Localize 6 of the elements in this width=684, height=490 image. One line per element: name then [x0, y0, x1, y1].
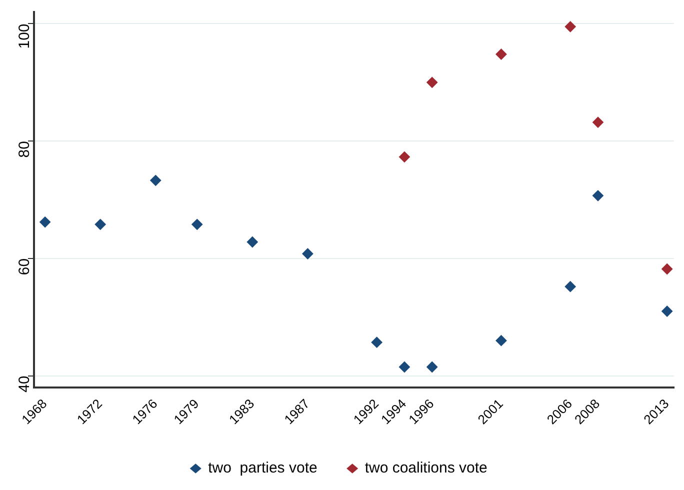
- legend-label: two coalitions vote: [364, 460, 488, 477]
- legend-label: two parties vote: [208, 460, 318, 477]
- y-tick-label: 80: [16, 141, 34, 158]
- y-tick-label: 100: [16, 24, 34, 49]
- y-tick-label: 60: [16, 258, 34, 276]
- y-tick-label: 40: [16, 376, 34, 392]
